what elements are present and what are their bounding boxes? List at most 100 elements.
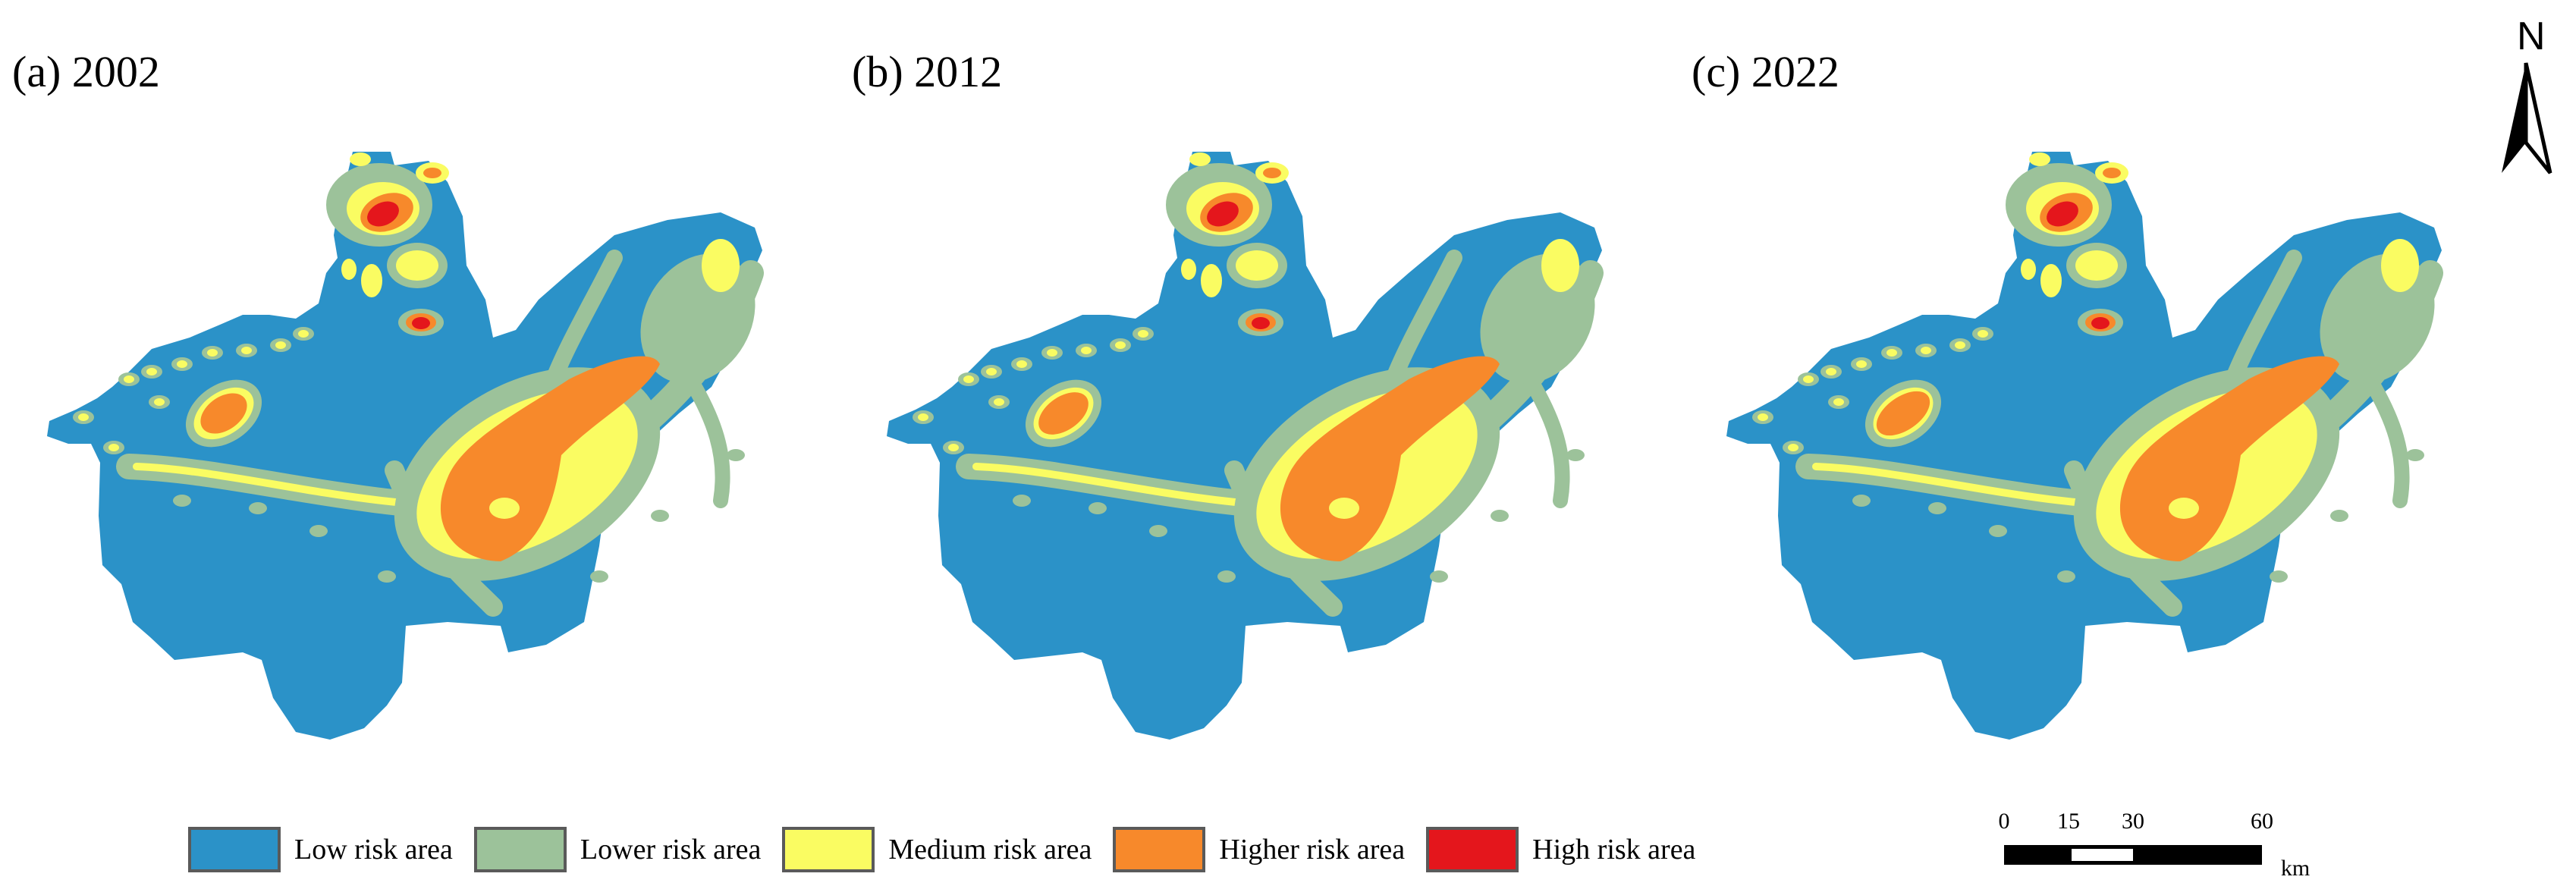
medium-risk-patch	[948, 444, 959, 451]
lower-risk-patch	[249, 502, 267, 514]
risk-map-2022	[1726, 152, 2443, 740]
medium-risk-patch	[341, 259, 357, 280]
medium-risk-patch	[489, 498, 520, 519]
lower-risk-corridor	[1385, 250, 1462, 388]
legend-swatch-lower	[473, 827, 567, 872]
lower-risk-patch	[1989, 525, 2007, 537]
medium-risk-patch	[1541, 239, 1579, 292]
medium-risk-patch	[78, 413, 89, 421]
medium-risk-patch	[1833, 398, 1844, 406]
high-risk-zone	[412, 317, 430, 329]
scale-tick-30: 30	[2122, 812, 2144, 834]
lower-risk-corridor	[545, 250, 623, 388]
legend-label-medium: Medium risk area	[888, 834, 1092, 866]
higher-risk-patch	[2103, 168, 2121, 178]
medium-risk-patch	[1886, 349, 1897, 357]
higher-risk-patch	[423, 168, 441, 178]
legend-item-medium: Medium risk area	[782, 827, 1092, 872]
medium-risk-patch	[1047, 349, 1057, 357]
lower-risk-patch	[1852, 495, 1871, 507]
higher-risk-zone	[1876, 391, 1930, 436]
risk-map-2012	[887, 152, 1604, 740]
legend-item-high: High risk area	[1426, 827, 1695, 872]
medium-risk-patch	[275, 341, 286, 349]
legend-swatch-high	[1426, 827, 1519, 872]
medium-risk-patch	[2169, 498, 2199, 519]
medium-risk-patch	[986, 368, 997, 375]
lower-risk-patch	[1928, 502, 1946, 514]
medium-risk-patch	[702, 239, 740, 292]
medium-risk-patch	[1921, 347, 1931, 354]
lower-risk-patch	[2330, 510, 2348, 522]
medium-risk-patch	[2040, 264, 2062, 297]
lower-risk-patch	[1566, 449, 1585, 461]
medium-risk-patch	[146, 368, 157, 375]
lower-risk-patch	[1430, 570, 1448, 583]
lower-risk-corridor	[1522, 372, 1570, 508]
lower-risk-patch	[651, 510, 669, 522]
medium-risk-patch	[108, 444, 119, 451]
lower-risk-patch	[727, 449, 745, 461]
medium-risk-patch	[361, 264, 382, 297]
medium-risk-patch	[1978, 330, 1988, 338]
medium-risk-patch	[2029, 152, 2050, 166]
lower-risk-patch	[173, 495, 191, 507]
panel-title-2002: (a) 2002	[12, 47, 160, 96]
lower-risk-patch	[2057, 570, 2075, 583]
medium-risk-patch	[963, 375, 974, 383]
lower-risk-patch	[1149, 525, 1167, 537]
lower-risk-corridor	[2362, 372, 2410, 508]
legend-item-low: Low risk area	[188, 827, 453, 872]
legend-swatch-low	[188, 827, 281, 872]
legend-swatch-medium	[782, 827, 875, 872]
legend-label-low: Low risk area	[294, 834, 453, 866]
scale-tick-0: 0	[1999, 812, 2010, 834]
medium-risk-zone	[2075, 250, 2118, 281]
medium-risk-patch	[1016, 360, 1027, 368]
medium-risk-patch	[1189, 152, 1211, 166]
north-label: N	[2517, 14, 2546, 58]
scale-tick-15: 15	[2057, 812, 2080, 834]
lower-risk-patch	[309, 525, 328, 537]
legend-swatch-higher	[1113, 827, 1206, 872]
higher-risk-zone	[1038, 392, 1089, 435]
medium-risk-patch	[994, 398, 1004, 406]
legend-item-higher: Higher risk area	[1113, 827, 1405, 872]
scale-unit: km	[2281, 856, 2310, 880]
medium-risk-patch	[1826, 368, 1836, 375]
medium-risk-patch	[1081, 347, 1092, 354]
lower-risk-patch	[1089, 502, 1107, 514]
medium-risk-patch	[298, 330, 309, 338]
lower-risk-corridor	[2225, 250, 2302, 388]
scale-bar: 0 15 30 60 km	[1999, 812, 2311, 880]
medium-risk-patch	[2381, 239, 2419, 292]
high-risk-zone	[1252, 317, 1270, 329]
medium-risk-patch	[241, 347, 252, 354]
medium-risk-patch	[350, 152, 371, 166]
medium-risk-zone	[1236, 250, 1278, 281]
low-risk-region	[887, 152, 1602, 740]
panel-title-2022: (c) 2022	[1692, 47, 1839, 96]
legend-label-high: High risk area	[1532, 834, 1696, 866]
lower-risk-patch	[2406, 449, 2424, 461]
legend-label-higher: Higher risk area	[1219, 834, 1406, 866]
higher-risk-patch	[1263, 168, 1281, 178]
medium-risk-patch	[177, 360, 187, 368]
medium-risk-patch	[918, 413, 928, 421]
medium-risk-patch	[154, 398, 165, 406]
lower-risk-patch	[1217, 570, 1236, 583]
scale-tick-60: 60	[2251, 812, 2273, 834]
higher-risk-zone	[200, 393, 247, 434]
medium-risk-patch	[1329, 498, 1359, 519]
lower-risk-corridor	[683, 372, 730, 508]
legend-item-lower: Lower risk area	[473, 827, 761, 872]
medium-risk-patch	[1803, 375, 1814, 383]
medium-risk-patch	[1138, 330, 1148, 338]
medium-risk-patch	[1788, 444, 1798, 451]
lower-risk-patch	[2270, 570, 2288, 583]
high-risk-zone	[2091, 317, 2109, 329]
low-risk-region	[47, 152, 762, 740]
medium-risk-patch	[124, 375, 134, 383]
lower-risk-patch	[1491, 510, 1509, 522]
high-risk-zone	[2047, 201, 2078, 227]
